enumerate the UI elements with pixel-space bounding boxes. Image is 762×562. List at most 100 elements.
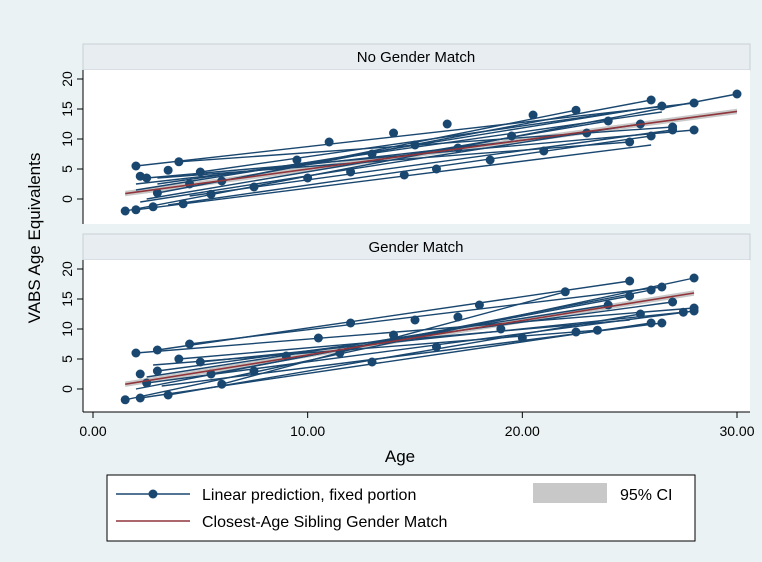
panel-title: Gender Match <box>368 239 463 256</box>
legend-ci-swatch <box>533 483 607 503</box>
data-point <box>635 309 645 319</box>
data-point <box>625 291 635 301</box>
data-point <box>646 318 656 328</box>
data-point <box>367 357 377 367</box>
prediction-line <box>168 135 652 206</box>
x-tick-label: 20.00 <box>505 423 540 439</box>
data-point <box>668 297 678 307</box>
data-point <box>206 189 216 199</box>
prediction-line <box>135 102 695 167</box>
data-point <box>625 276 635 286</box>
data-point <box>178 199 188 209</box>
prediction-line <box>135 307 695 354</box>
data-point <box>657 318 667 328</box>
legend-ci-label: 95% CI <box>620 487 672 504</box>
data-point <box>399 170 409 180</box>
data-point <box>120 206 130 216</box>
prediction-line <box>168 313 641 396</box>
data-point <box>539 146 549 156</box>
prediction-line <box>189 286 662 345</box>
data-point <box>528 110 538 120</box>
data-point <box>732 89 742 99</box>
legend-match-label: Closest-Age Sibling Gender Match <box>202 514 447 531</box>
data-point <box>646 95 656 105</box>
panel-header <box>82 43 751 71</box>
data-point <box>152 188 162 198</box>
data-point <box>678 307 688 317</box>
data-point <box>131 161 141 171</box>
data-point <box>646 285 656 295</box>
prediction-line <box>200 311 684 363</box>
data-point <box>206 369 216 379</box>
data-point <box>346 318 356 328</box>
data-point <box>152 345 162 355</box>
fit-line-layer <box>125 110 738 195</box>
data-point <box>689 273 699 283</box>
data-point <box>560 287 570 297</box>
fit-line <box>125 110 738 195</box>
prediction-line <box>189 129 673 197</box>
data-point <box>603 116 613 126</box>
data-point <box>367 149 377 159</box>
data-point <box>195 357 205 367</box>
data-point <box>249 182 259 192</box>
data-point <box>571 327 581 337</box>
data-point <box>571 105 581 115</box>
y-ticks-layer: 0 5 10 15 20 <box>59 71 83 203</box>
data-point <box>507 131 517 141</box>
y-tick-label: 20 <box>59 261 75 277</box>
data-point <box>185 179 195 189</box>
data-point <box>668 122 678 132</box>
data-point <box>431 164 441 174</box>
y-tick-label: 10 <box>59 131 75 147</box>
data-point <box>485 155 495 165</box>
x-tick-label: 0.00 <box>79 423 106 439</box>
y-tick-label: 10 <box>59 321 75 337</box>
data-point <box>174 354 184 364</box>
y-tick-label: 15 <box>59 101 75 117</box>
data-point <box>431 342 441 352</box>
data-points-layer <box>120 89 742 216</box>
prediction-line <box>135 144 652 211</box>
data-point <box>603 300 613 310</box>
fit-line <box>125 292 695 385</box>
data-point <box>313 333 323 343</box>
data-point <box>442 119 452 129</box>
y-tick-label: 0 <box>59 195 75 203</box>
prediction-line <box>146 304 609 378</box>
data-point <box>131 205 141 215</box>
data-point <box>292 155 302 165</box>
data-point <box>582 128 592 138</box>
data-point <box>410 315 420 325</box>
data-point <box>346 167 356 177</box>
y-tick-label: 15 <box>59 291 75 307</box>
data-point <box>657 282 667 292</box>
data-point <box>163 390 173 400</box>
data-point <box>185 339 195 349</box>
data-point <box>625 137 635 147</box>
data-point <box>410 140 420 150</box>
legend-prediction-label: Linear prediction, fixed portion <box>202 487 416 504</box>
data-point <box>148 202 158 212</box>
data-point <box>142 173 152 183</box>
panel-title: No Gender Match <box>357 49 475 66</box>
data-point <box>152 366 162 376</box>
data-point <box>131 348 141 358</box>
y-tick-label: 5 <box>59 355 75 363</box>
x-tick-label: 10.00 <box>290 423 325 439</box>
y-ticks-layer: 0 5 10 15 20 <box>59 261 83 393</box>
data-point <box>453 312 463 322</box>
data-point <box>195 167 205 177</box>
y-tick-label: 20 <box>59 71 75 87</box>
data-point <box>657 101 667 111</box>
data-point <box>303 173 313 183</box>
data-point <box>217 379 227 389</box>
x-tick-label: 30.00 <box>719 423 754 439</box>
data-point <box>689 306 699 316</box>
data-point <box>135 369 145 379</box>
data-point <box>120 395 130 405</box>
prediction-lines-layer <box>125 93 738 212</box>
data-point <box>249 366 259 376</box>
data-point <box>496 324 506 334</box>
data-point <box>646 131 656 141</box>
